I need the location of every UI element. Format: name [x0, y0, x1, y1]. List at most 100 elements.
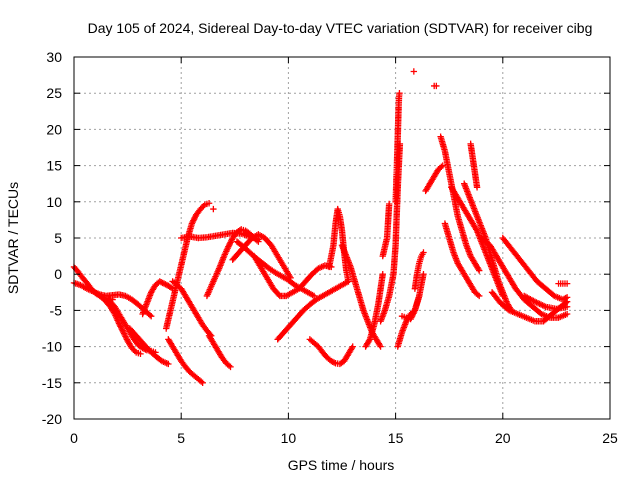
- x-tick-label: 10: [281, 430, 297, 446]
- data-point: [410, 68, 418, 75]
- data-point: [122, 334, 130, 342]
- series-s26: [411, 249, 427, 292]
- data-point: [227, 363, 234, 371]
- data-point: [408, 314, 415, 321]
- data-point: [246, 230, 254, 237]
- data-point: [157, 278, 165, 286]
- data-point: [225, 242, 233, 249]
- data-point: [122, 333, 129, 340]
- data-point: [408, 312, 416, 320]
- y-tick-label: -20: [42, 411, 62, 427]
- series-s2: [70, 279, 155, 320]
- series-s28: [422, 162, 446, 195]
- data-point: [365, 337, 373, 345]
- data-point: [563, 303, 571, 310]
- data-point: [189, 218, 196, 226]
- series-s5: [126, 325, 172, 368]
- data-point: [100, 295, 107, 303]
- data-point: [130, 346, 137, 353]
- data-point: [198, 204, 206, 211]
- data-point: [438, 163, 445, 171]
- y-tick-label: 25: [46, 85, 62, 101]
- data-point: [120, 328, 127, 336]
- series-s17: [306, 336, 356, 368]
- data-point: [475, 265, 482, 273]
- y-tick-label: 30: [46, 49, 62, 65]
- data-point: [385, 200, 393, 208]
- series-s36: [499, 234, 571, 303]
- series-s35: [488, 289, 571, 325]
- data-point: [188, 220, 196, 227]
- series-s25: [398, 271, 427, 323]
- y-tick-label: -5: [50, 302, 63, 318]
- series-s13: [229, 231, 294, 282]
- y-axis-ticks: -20 -15 -10 -5 0 5 10 15 20 25 30: [42, 49, 610, 427]
- x-tick-label: 0: [70, 430, 78, 446]
- series-s12: [205, 332, 234, 371]
- y-tick-label: 0: [54, 266, 62, 282]
- data-point: [476, 292, 483, 300]
- data-point: [409, 311, 416, 318]
- y-tick-label: 5: [54, 230, 62, 246]
- data-point: [225, 243, 232, 250]
- data-point: [121, 331, 128, 339]
- y-tick-label: 10: [46, 194, 62, 210]
- series-s6: [139, 278, 176, 318]
- data-point: [119, 327, 126, 334]
- data-point: [115, 320, 123, 327]
- data-point: [376, 341, 383, 349]
- data-point: [348, 344, 356, 352]
- data-point: [345, 278, 352, 285]
- series-s21: [379, 200, 393, 260]
- x-axis-label: GPS time / hours: [288, 457, 395, 473]
- data-point: [310, 292, 318, 300]
- data-point: [197, 205, 204, 213]
- data-point: [473, 184, 481, 191]
- series-s23: [392, 90, 403, 205]
- data-point: [147, 312, 155, 320]
- data-point: [117, 323, 124, 330]
- series-s33: [467, 140, 481, 191]
- data-point: [226, 240, 233, 247]
- data-point: [210, 205, 217, 213]
- data-point: [377, 343, 384, 350]
- x-axis-ticks: 0 5 10 15 20 25: [70, 57, 618, 446]
- data-point: [396, 90, 403, 97]
- series-s27: [430, 82, 440, 90]
- y-tick-label: 15: [46, 158, 62, 174]
- data-point: [159, 279, 166, 287]
- data-point: [227, 239, 234, 246]
- y-tick-label: -10: [42, 339, 62, 355]
- data-point: [476, 267, 483, 274]
- series-s39: [410, 68, 418, 75]
- data-point: [330, 359, 338, 366]
- x-tick-label: 15: [388, 430, 404, 446]
- data-point: [137, 350, 144, 358]
- data-point: [98, 294, 106, 301]
- series-s14: [233, 238, 318, 300]
- data-point: [473, 226, 480, 233]
- series-s15: [250, 252, 335, 300]
- data-point: [200, 202, 207, 210]
- data-point: [420, 249, 427, 256]
- data-point: [146, 311, 154, 319]
- data-point: [433, 82, 440, 90]
- data-point: [191, 214, 198, 221]
- series-s40: [210, 205, 217, 213]
- data-point: [407, 315, 414, 323]
- series-s30: [441, 220, 483, 300]
- series-s16: [274, 278, 352, 343]
- series-s19: [338, 242, 384, 350]
- data-point: [255, 238, 262, 245]
- data-point: [329, 358, 336, 366]
- data-point: [563, 294, 571, 301]
- chart-title: Day 105 of 2024, Sidereal Day-to-day VTE…: [88, 20, 593, 36]
- data-point: [474, 291, 481, 298]
- data-point: [559, 296, 567, 303]
- data-point: [349, 343, 356, 350]
- data-points: [70, 68, 571, 386]
- y-axis-label: SDTVAR / TECUs: [5, 182, 21, 294]
- data-point: [561, 295, 568, 303]
- data-point: [165, 360, 172, 368]
